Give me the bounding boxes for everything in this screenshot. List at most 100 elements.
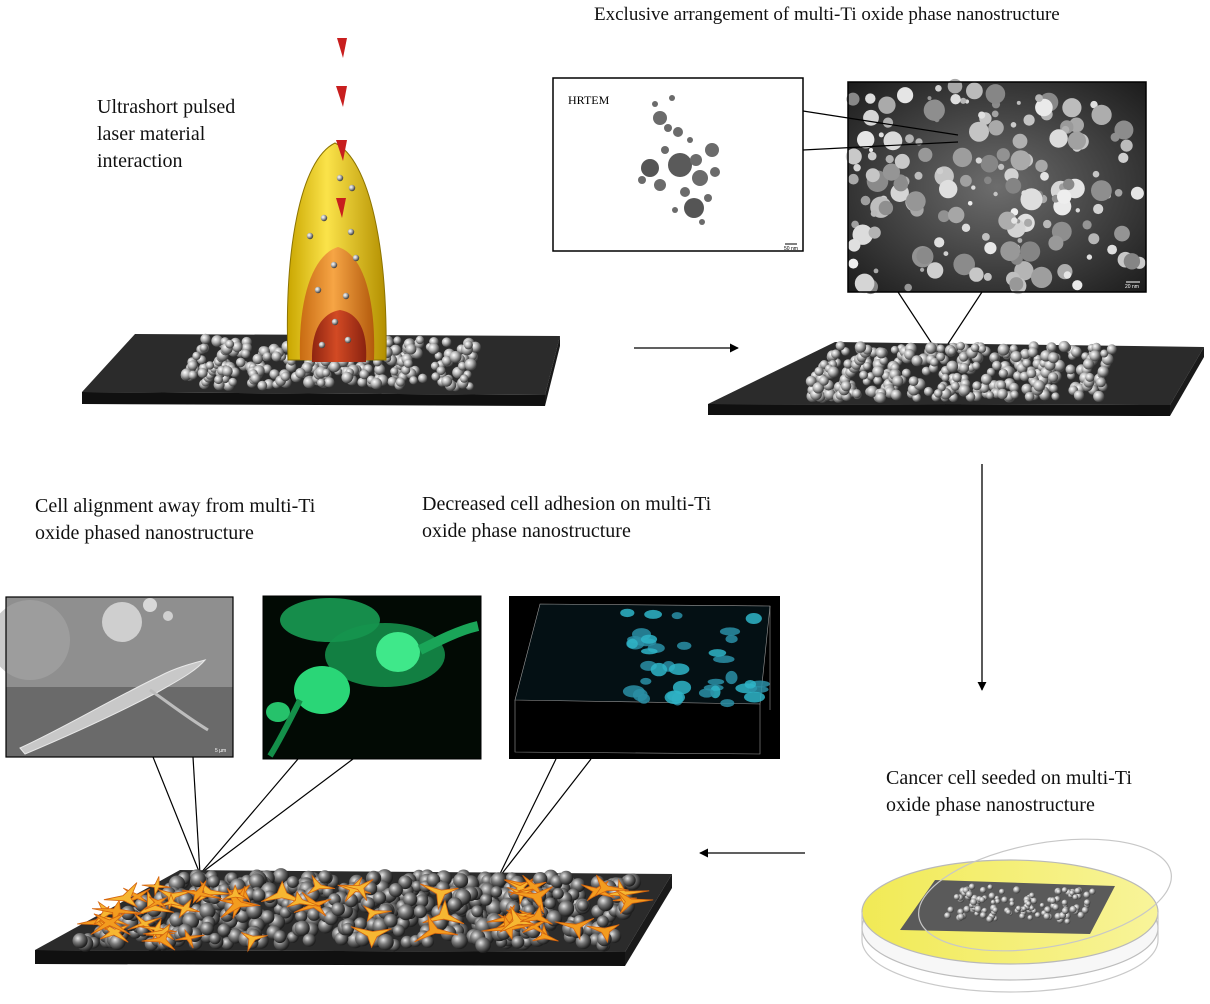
tem-particle [882, 117, 894, 128]
cyan-cell [650, 662, 668, 677]
nanoparticle [1070, 346, 1082, 358]
tem-particle [1016, 100, 1021, 105]
nanoparticle [959, 363, 970, 373]
cancer-cell [157, 892, 185, 908]
nanoparticle [303, 376, 315, 389]
tem-particle [934, 237, 945, 248]
nanoparticle [1048, 372, 1059, 383]
nanoparticle [890, 389, 902, 401]
tem-particle [1114, 120, 1134, 140]
tem-particle [847, 239, 861, 252]
nanoparticle [986, 915, 993, 923]
tem-particle [883, 131, 903, 151]
arrangement-panel: 50 nm 20 nm [552, 77, 1204, 416]
tem-particle [1010, 122, 1017, 128]
tem-particle [1011, 217, 1018, 224]
tem-particle [971, 185, 976, 190]
nanoparticle [471, 905, 484, 918]
nanoparticle [324, 377, 335, 388]
nanoparticle [235, 357, 246, 368]
nanoparticle [398, 875, 413, 890]
nanoparticle [357, 377, 368, 388]
tem-particle [1049, 129, 1068, 148]
nanoparticle [1061, 907, 1069, 915]
nanoparticle [241, 349, 251, 359]
cancer-cell [307, 874, 336, 895]
nanoparticle [1081, 906, 1089, 914]
tem-particle [961, 223, 971, 232]
nanoparticle [992, 360, 1002, 371]
nanoparticle [415, 894, 429, 908]
nanoparticle [262, 364, 272, 374]
nanoparticle [963, 905, 971, 913]
nanoparticle [852, 389, 862, 399]
nanoparticle [1019, 913, 1026, 920]
nanoparticle [207, 875, 220, 888]
nanoparticle [827, 366, 839, 378]
tem-particle [904, 283, 912, 292]
nanoparticle [463, 340, 473, 350]
tem-particle [1092, 170, 1100, 178]
tem-particle [845, 148, 862, 165]
tem-particle [1091, 180, 1112, 202]
tem-particle [1012, 133, 1028, 149]
nanoparticle [1033, 380, 1045, 392]
nanoparticle [987, 884, 993, 890]
tem-particle [869, 148, 873, 152]
tem-particle [1023, 114, 1035, 126]
plume-particle [318, 341, 326, 349]
nanoparticle [1091, 342, 1102, 353]
nanoparticle [904, 349, 915, 360]
nanoparticle [936, 344, 945, 353]
nanoparticle [1072, 894, 1079, 900]
nanoparticle [187, 360, 198, 371]
nanoparticle [941, 373, 950, 382]
cancer-cell [340, 879, 374, 901]
tem-particle [1005, 177, 1022, 194]
nanoparticle [449, 351, 462, 363]
nanoparticle [353, 917, 367, 931]
tem-particle [878, 96, 896, 114]
tem-particle [1091, 104, 1112, 125]
laser-interaction-label: Ultrashort pulsed laser material interac… [97, 96, 236, 172]
nanoparticle [403, 892, 418, 907]
nanoparticle [1069, 890, 1075, 896]
cancer-cell [240, 932, 268, 953]
nanoparticle [892, 375, 904, 387]
nanoparticle [390, 367, 399, 376]
nanoparticle [257, 380, 268, 391]
cancer-cell [286, 890, 321, 908]
nanoparticle [1027, 347, 1038, 358]
nanoparticle [970, 343, 980, 353]
cyan-cell [744, 680, 756, 689]
cancer-cell [162, 898, 200, 919]
tem-particle [1035, 159, 1048, 173]
nanoparticle [1048, 352, 1059, 364]
petri-dish [861, 838, 1172, 993]
nanoparticle [286, 876, 299, 888]
nanoparticle [1026, 368, 1037, 379]
nanoparticle [388, 883, 403, 898]
nanoparticle [936, 352, 946, 362]
nanoparticle [1049, 897, 1057, 904]
tem-particle [952, 147, 973, 168]
nanoparticle [294, 920, 310, 936]
tem-particle [1075, 208, 1081, 213]
tem-particle [1107, 244, 1117, 255]
cyan-cell [664, 690, 685, 705]
nanoparticle [958, 352, 969, 362]
tem-scale-label: 20 nm [1125, 284, 1139, 290]
nanoparticle [252, 353, 263, 365]
nanoparticle [72, 933, 88, 949]
tem-particle [1057, 189, 1072, 204]
nanoparticle [814, 366, 824, 376]
nanoparticle [475, 937, 491, 953]
tem-particle [873, 268, 879, 274]
tem-particle [975, 157, 982, 164]
nanoparticle [979, 896, 986, 903]
nanoparticle [329, 361, 341, 373]
nanoparticle [322, 368, 331, 377]
tem-particle [950, 94, 961, 105]
tem-particle [960, 174, 972, 187]
